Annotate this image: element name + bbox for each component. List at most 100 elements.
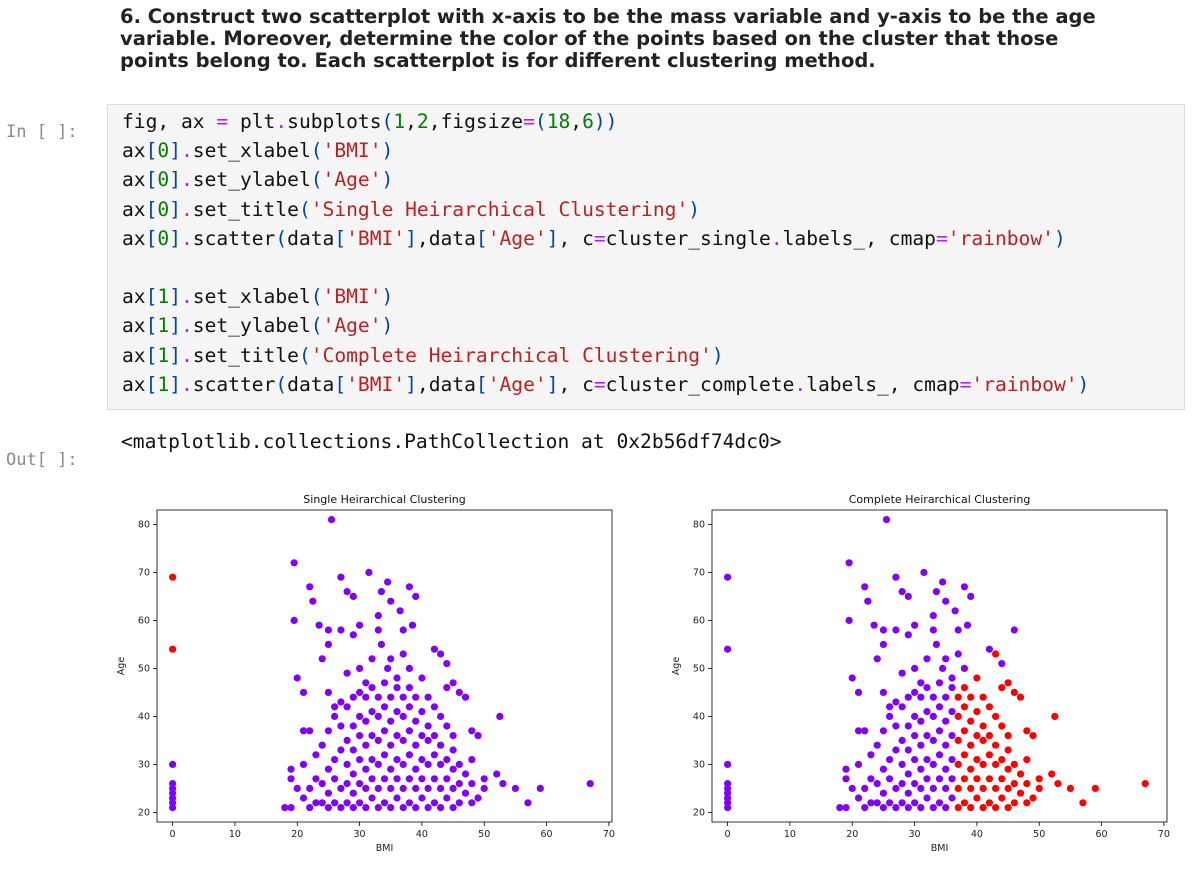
data-point xyxy=(892,804,900,812)
data-point xyxy=(449,784,457,792)
data-point xyxy=(979,784,987,792)
data-point xyxy=(380,727,389,735)
data-point xyxy=(349,804,357,812)
code-cell-editor[interactable]: fig, ax = plt.subplots(1,2,figsize=(18,6… xyxy=(107,104,1185,410)
code-token: data xyxy=(287,372,335,396)
code-token: 18 xyxy=(546,110,571,133)
data-point xyxy=(374,693,382,701)
data-point xyxy=(954,804,962,812)
code-token: ( xyxy=(310,168,323,192)
data-point xyxy=(380,679,389,687)
scatter-panel-1: 0 10 20 30 40 50 60 70 20 30 40 50 60 70 80 Single Heir… xyxy=(116,493,615,854)
code-token: [ xyxy=(145,226,158,250)
input-prompt: In [ ]: xyxy=(6,122,78,142)
data-point xyxy=(973,674,981,682)
data-point xyxy=(337,746,345,754)
data-point xyxy=(362,784,370,792)
y-tick-label: 40 xyxy=(138,712,150,723)
data-point xyxy=(967,693,975,701)
code-token: ax xyxy=(122,285,146,309)
code-token: cluster_complete xyxy=(605,372,795,396)
data-point xyxy=(954,712,962,720)
code-token: ] xyxy=(169,343,181,367)
data-point xyxy=(973,756,981,764)
y-tick-label: 80 xyxy=(138,520,150,531)
data-point xyxy=(374,736,382,744)
code-token: 'BMI' xyxy=(346,372,406,396)
data-point xyxy=(724,760,732,768)
data-point xyxy=(437,712,445,720)
data-point xyxy=(405,583,413,591)
code-line: ax[1].set_xlabel('BMI') xyxy=(122,285,393,309)
data-point xyxy=(324,789,332,797)
code-token: . xyxy=(180,285,193,309)
data-point xyxy=(1029,732,1037,740)
data-point xyxy=(405,684,413,692)
data-point xyxy=(337,698,345,706)
data-point xyxy=(293,784,301,792)
data-point xyxy=(396,607,404,615)
code-token: ax xyxy=(122,197,146,221)
data-point xyxy=(1051,712,1059,720)
data-point xyxy=(455,760,463,768)
y-tick-label: 30 xyxy=(693,760,705,771)
code-token: ( xyxy=(310,139,323,163)
data-point xyxy=(917,784,925,792)
data-point xyxy=(1023,799,1031,807)
data-point xyxy=(917,765,925,773)
code-token: . xyxy=(180,314,193,338)
data-point xyxy=(461,770,470,778)
data-point xyxy=(724,573,732,581)
data-point xyxy=(992,804,1000,812)
data-point xyxy=(724,645,732,653)
code-line: ax[0].set_title('Single Heirarchical Clu… xyxy=(122,198,700,222)
data-point xyxy=(449,804,457,812)
data-point xyxy=(324,765,332,773)
data-point xyxy=(356,688,364,696)
data-point xyxy=(309,597,317,605)
data-point xyxy=(474,794,482,802)
data-point xyxy=(842,775,850,783)
code-token: ( xyxy=(310,285,323,309)
code-token: ) xyxy=(381,139,394,163)
x-tick-label: 50 xyxy=(478,829,490,840)
code-token: ax xyxy=(122,139,146,163)
data-point xyxy=(935,727,944,735)
data-point xyxy=(923,684,931,692)
data-point xyxy=(861,804,869,812)
data-point xyxy=(898,780,906,788)
data-point xyxy=(449,765,457,773)
data-point xyxy=(424,760,432,768)
code-token: [ xyxy=(145,372,158,396)
data-point xyxy=(468,799,476,807)
data-point xyxy=(985,703,994,711)
code-token: , c xyxy=(558,226,594,250)
code-token: ( xyxy=(298,343,311,367)
data-point xyxy=(387,655,395,663)
output-prompt: Out[ ]: xyxy=(6,450,78,470)
code-token: ] xyxy=(169,285,181,309)
code-token: . xyxy=(794,372,807,396)
data-point xyxy=(898,703,906,711)
data-point xyxy=(299,760,308,768)
output-text: <matplotlib.collections.PathCollection a… xyxy=(121,430,782,453)
data-point xyxy=(960,751,969,759)
data-point xyxy=(923,708,931,716)
code-token: 'BMI' xyxy=(322,285,382,309)
y-tick-label: 20 xyxy=(693,808,705,819)
data-point xyxy=(412,804,420,812)
y-tick-label: 60 xyxy=(693,616,705,627)
data-point xyxy=(939,578,947,586)
data-point xyxy=(954,760,962,768)
data-point xyxy=(430,645,438,653)
code-token: set_title xyxy=(192,197,299,221)
chart-title: Complete Heirarchical Clustering xyxy=(849,493,1031,506)
data-point xyxy=(1016,770,1025,778)
data-point xyxy=(848,674,856,682)
code-token: 1 xyxy=(393,110,406,133)
data-point xyxy=(867,751,875,759)
data-point xyxy=(430,775,438,783)
data-point xyxy=(854,727,863,735)
data-point xyxy=(418,775,426,783)
x-tick-label: 70 xyxy=(603,829,615,840)
